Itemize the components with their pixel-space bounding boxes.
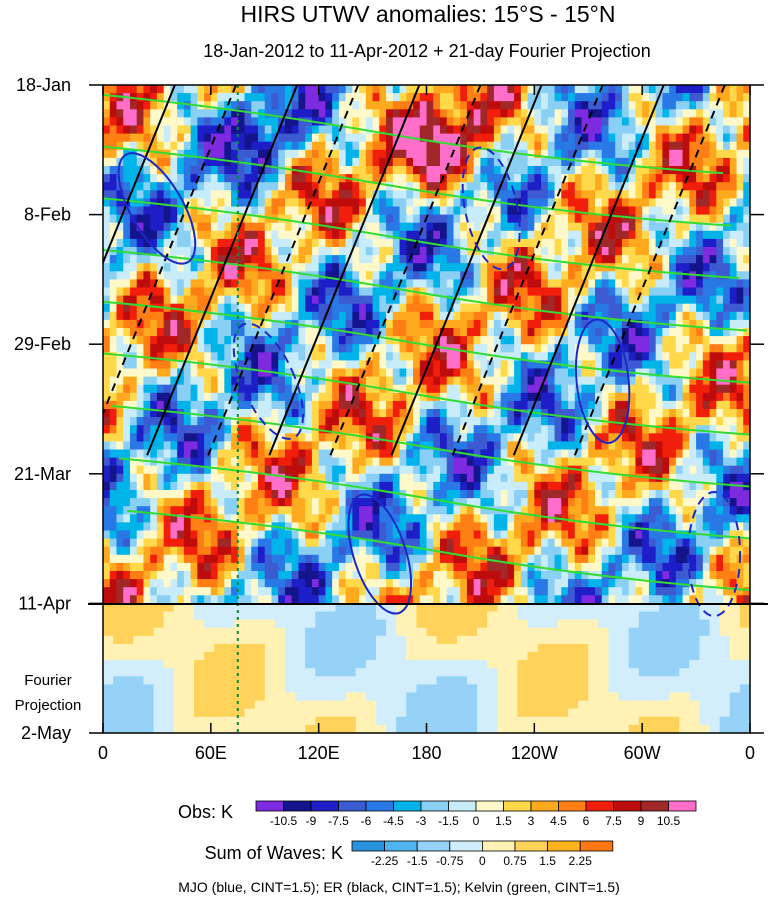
x-tick-label: 0 bbox=[745, 743, 755, 763]
obs-colorbar-label: -1.5 bbox=[438, 814, 459, 828]
obs-colorbar-swatch bbox=[530, 800, 559, 812]
waves-colorbar-title: Sum of Waves: K bbox=[205, 843, 343, 863]
obs-colorbar: Obs: K -10.5 -9 -7.5 -6 -4.5 -3 -1.5 0 1.5 3 4.5 6 7… bbox=[178, 800, 697, 828]
obs-colorbar-title: Obs: K bbox=[178, 802, 233, 822]
obs-colorbar-swatch bbox=[310, 800, 339, 812]
obs-colorbar-swatch bbox=[255, 800, 284, 812]
waves-colorbar-swatch bbox=[384, 840, 418, 852]
obs-colorbar-swatch bbox=[283, 800, 312, 812]
projection-label-line2: Projection bbox=[15, 697, 82, 714]
obs-colorbar-label: -3 bbox=[416, 814, 427, 828]
waves-colorbar-swatch bbox=[481, 840, 516, 852]
waves-colorbar-label: 1.5 bbox=[539, 854, 556, 868]
y-tick-label: 18-Jan bbox=[16, 75, 71, 95]
waves-colorbar-swatch bbox=[449, 840, 483, 852]
obs-colorbar-label: 6 bbox=[583, 814, 590, 828]
contour-footnote: MJO (blue, CINT=1.5); ER (black, CINT=1.… bbox=[178, 879, 620, 895]
waves-colorbar-swatch bbox=[547, 840, 581, 852]
y-tick-label: 8-Feb bbox=[24, 205, 71, 225]
x-tick-label: 60W bbox=[624, 743, 661, 763]
obs-colorbar-label: -9 bbox=[306, 814, 317, 828]
obs-colorbar-swatch bbox=[585, 800, 614, 812]
y-tick-label: 21-Mar bbox=[14, 464, 71, 484]
obs-colorbar-label: -4.5 bbox=[383, 814, 404, 828]
waves-colorbar-swatch bbox=[351, 840, 385, 852]
waves-colorbar-label: -1.5 bbox=[407, 854, 428, 868]
y-tick-label: 11-Apr bbox=[18, 593, 71, 613]
plot-area bbox=[88, 84, 768, 734]
waves-colorbar-label: -0.75 bbox=[436, 854, 464, 868]
x-tick-label: 0 bbox=[98, 743, 108, 763]
x-tick-label: 60E bbox=[195, 743, 227, 763]
obs-colorbar-label: 7.5 bbox=[605, 814, 622, 828]
obs-colorbar-label: 4.5 bbox=[550, 814, 567, 828]
obs-colorbar-swatch bbox=[640, 800, 669, 812]
obs-colorbar-swatch bbox=[393, 800, 422, 812]
waves-colorbar-label: 0.75 bbox=[503, 854, 527, 868]
obs-colorbar-label: 0 bbox=[473, 814, 480, 828]
obs-colorbar-swatch bbox=[448, 800, 477, 812]
projection-label-line1: Fourier bbox=[24, 672, 72, 689]
obs-colorbar-swatch bbox=[420, 800, 449, 812]
waves-colorbar-label: -2.25 bbox=[371, 854, 399, 868]
x-tick-label: 180 bbox=[411, 743, 441, 763]
obs-colorbar-label: -7.5 bbox=[328, 814, 349, 828]
obs-colorbar-label: 10.5 bbox=[657, 814, 681, 828]
waves-colorbar-swatch bbox=[514, 840, 548, 852]
chart-title: HIRS UTWV anomalies: 15°S - 15°N bbox=[240, 1, 615, 27]
obs-colorbar-label: 9 bbox=[638, 814, 645, 828]
chart-subtitle: 18-Jan-2012 to 11-Apr-2012 + 21-day Four… bbox=[203, 41, 650, 61]
obs-colorbar-swatch bbox=[503, 800, 532, 812]
obs-colorbar-label: 1.5 bbox=[495, 814, 512, 828]
obs-colorbar-swatch bbox=[668, 800, 697, 812]
y-tick-label: 29-Feb bbox=[14, 334, 71, 354]
x-tick-label: 120E bbox=[298, 743, 340, 763]
waves-colorbar-swatch bbox=[579, 840, 614, 852]
wave-contours bbox=[103, 85, 750, 618]
waves-colorbar-swatch bbox=[416, 840, 451, 852]
projected-wave-field bbox=[103, 604, 750, 733]
waves-colorbar-label: 2.25 bbox=[569, 854, 593, 868]
obs-colorbar-swatch bbox=[613, 800, 642, 812]
x-tick-label: 120W bbox=[511, 743, 558, 763]
obs-colorbar-label: 3 bbox=[528, 814, 535, 828]
waves-colorbar-label: 0 bbox=[479, 854, 486, 868]
obs-colorbar-swatch bbox=[365, 800, 394, 812]
obs-colorbar-swatch bbox=[558, 800, 587, 812]
obs-colorbar-swatch bbox=[338, 800, 367, 812]
y-tick-label: 2-May bbox=[21, 723, 71, 743]
obs-colorbar-label: -10.5 bbox=[270, 814, 298, 828]
x-axis: 0 60E 120E 180 120W 60W 0 bbox=[98, 85, 755, 763]
obs-colorbar-swatch bbox=[475, 800, 504, 812]
waves-colorbar: Sum of Waves: K -2.25 -1.5 -0.75 0 0.75 1.5 2.… bbox=[205, 840, 614, 868]
obs-colorbar-label: -6 bbox=[361, 814, 372, 828]
y-axis: 18-Jan 8-Feb 29-Feb 21-Mar 11-Apr 2-May bbox=[14, 75, 764, 743]
